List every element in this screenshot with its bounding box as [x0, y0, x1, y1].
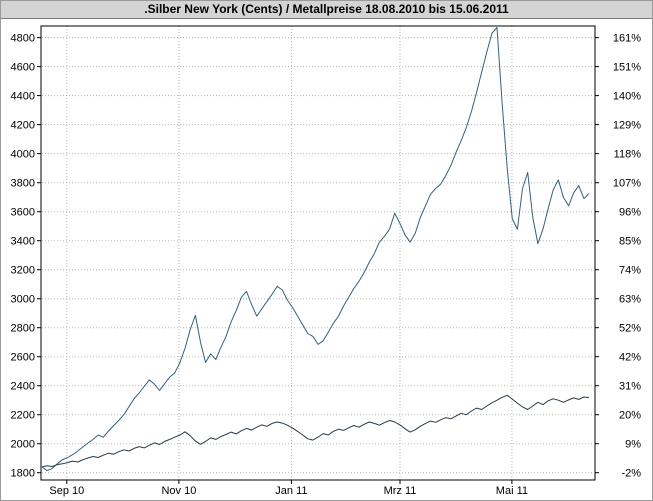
x-axis-label: Sep 10 — [49, 485, 84, 497]
chart-title: .Silber New York (Cents) / Metallpreise … — [1, 1, 652, 19]
x-axis-label: Jan 11 — [275, 485, 307, 497]
x-axis-label: Nov 10 — [161, 485, 196, 497]
right-axis-label: 96% — [619, 207, 641, 219]
right-axis-label: 42% — [619, 352, 641, 364]
left-axis-label: 4800 — [11, 33, 35, 45]
right-axis-label: 129% — [613, 120, 641, 132]
plot-area — [41, 26, 595, 480]
left-axis-label: 2800 — [11, 323, 35, 335]
right-axis-label: 9% — [625, 439, 641, 451]
left-axis-label: 3400 — [11, 236, 35, 248]
right-axis-label: 161% — [613, 33, 641, 45]
left-axis-label: 4400 — [11, 91, 35, 103]
left-axis-label: 4200 — [11, 120, 35, 132]
right-axis-label: 20% — [619, 410, 641, 422]
right-axis-label: 31% — [619, 381, 641, 393]
left-axis-label: 3600 — [11, 207, 35, 219]
left-axis-label: 2400 — [11, 381, 35, 393]
left-axis-label: 3000 — [11, 294, 35, 306]
right-axis-label: 140% — [613, 91, 641, 103]
left-axis-label: 2600 — [11, 352, 35, 364]
left-axis-label: 4600 — [11, 62, 35, 74]
right-axis-label: 107% — [613, 178, 641, 190]
price-chart-canvas: 1800 -2% 2000 9% 2200 20% 2400 31% 2600 42% 2800 52… — [11, 25, 642, 497]
series-metallpreise-line — [41, 394, 590, 468]
right-axis-label: 151% — [613, 62, 641, 74]
left-axis-label: 3800 — [11, 178, 35, 190]
left-axis-label: 1800 — [11, 468, 35, 480]
right-axis-label: -2% — [621, 468, 641, 480]
right-axis-label: 118% — [614, 149, 642, 161]
left-axis-label: 2000 — [11, 439, 35, 451]
left-axis-label: 4000 — [11, 149, 35, 161]
left-axis-label: 2200 — [11, 410, 35, 422]
left-axis-label: 3200 — [11, 265, 35, 277]
right-axis-label: 74% — [619, 265, 641, 277]
right-axis-label: 85% — [619, 236, 641, 248]
x-axis-label: Mrz 11 — [384, 485, 417, 497]
x-axis-label: Mai 11 — [496, 485, 528, 497]
right-axis-label: 52% — [619, 323, 641, 335]
plot-border — [40, 25, 596, 481]
series-silver-line — [41, 27, 590, 472]
right-axis-label: 63% — [619, 294, 641, 306]
